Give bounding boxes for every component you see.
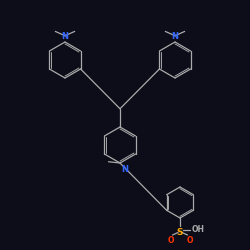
Text: O: O bbox=[186, 236, 193, 245]
Text: OH: OH bbox=[192, 225, 205, 234]
Text: N: N bbox=[121, 165, 128, 174]
Text: S: S bbox=[177, 228, 183, 237]
Text: N: N bbox=[172, 32, 178, 41]
Text: N: N bbox=[62, 32, 68, 41]
Text: O: O bbox=[167, 236, 174, 245]
